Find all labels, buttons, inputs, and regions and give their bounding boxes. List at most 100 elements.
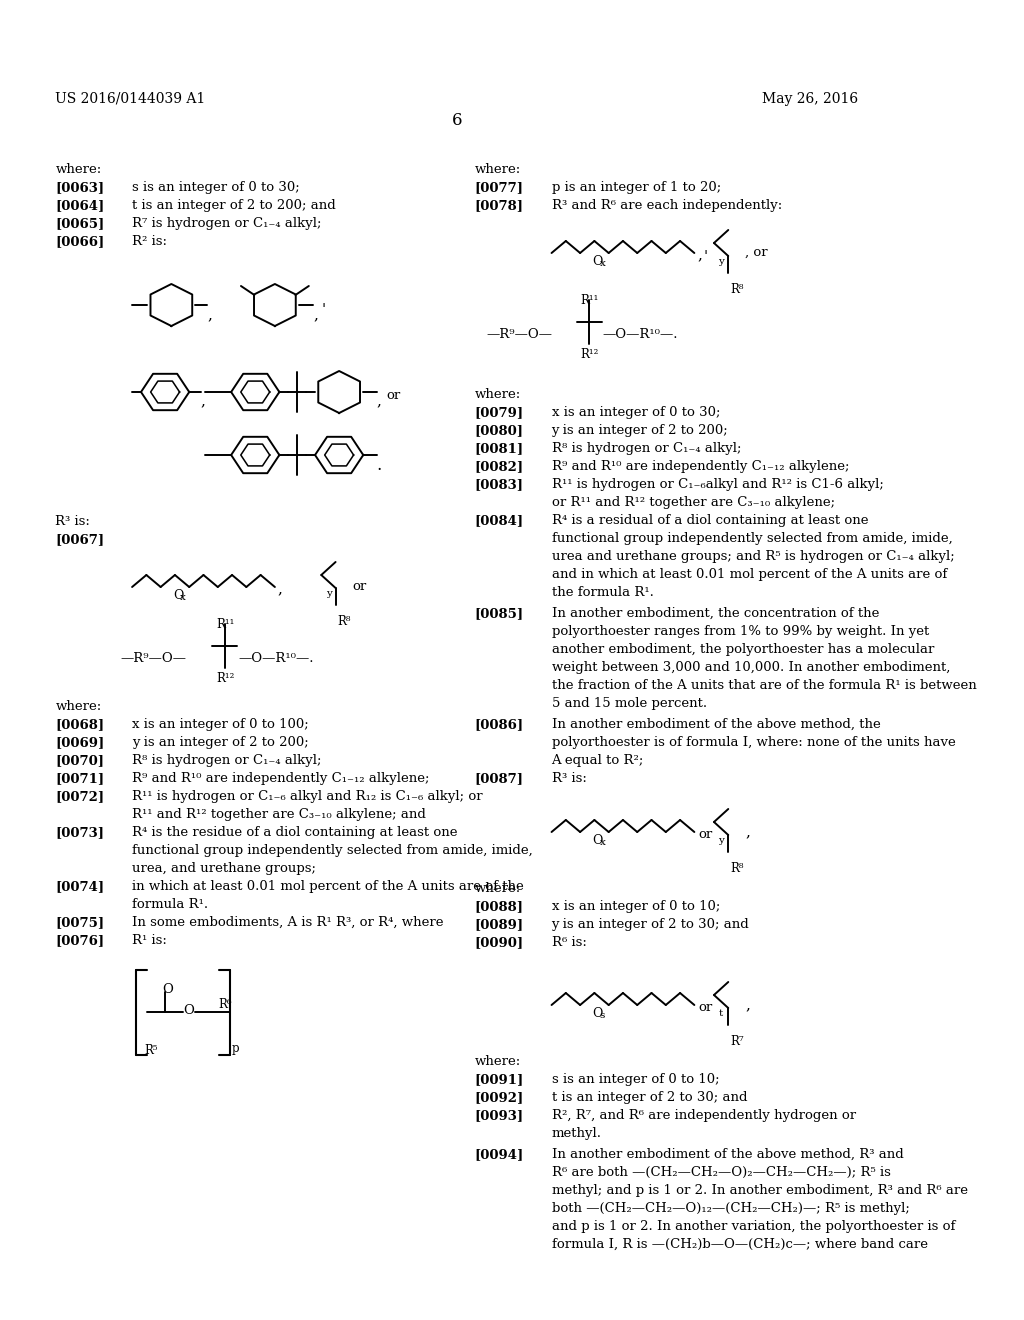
Text: [0075]: [0075] — [55, 916, 104, 929]
Text: y: y — [719, 836, 724, 845]
Text: ': ' — [703, 249, 708, 264]
Text: the fraction of the A units that are of the formula R¹ is between: the fraction of the A units that are of … — [552, 678, 976, 692]
Text: O: O — [593, 255, 603, 268]
Text: R⁴ is a residual of a diol containing at least one: R⁴ is a residual of a diol containing at… — [552, 513, 868, 527]
Text: [0069]: [0069] — [55, 737, 104, 748]
Text: —R⁹—O—: —R⁹—O— — [121, 652, 186, 665]
Text: 5 and 15 mole percent.: 5 and 15 mole percent. — [552, 697, 707, 710]
Text: polyorthoester ranges from 1% to 99% by weight. In yet: polyorthoester ranges from 1% to 99% by … — [552, 624, 929, 638]
Text: or: or — [352, 579, 367, 593]
Text: [0065]: [0065] — [55, 216, 104, 230]
Text: R⁶: R⁶ — [219, 998, 232, 1011]
Text: R², R⁷, and R⁶ are independently hydrogen or: R², R⁷, and R⁶ are independently hydroge… — [552, 1109, 856, 1122]
Text: R⁸: R⁸ — [730, 862, 743, 875]
Text: 6: 6 — [452, 112, 462, 129]
Text: y: y — [326, 589, 332, 598]
Text: [0073]: [0073] — [55, 826, 104, 840]
Text: R⁵: R⁵ — [144, 1044, 158, 1057]
Text: and in which at least 0.01 mol percent of the A units are of: and in which at least 0.01 mol percent o… — [552, 568, 947, 581]
Text: In another embodiment of the above method, the: In another embodiment of the above metho… — [552, 718, 881, 731]
Text: May 26, 2016: May 26, 2016 — [763, 92, 858, 106]
Text: ,: , — [313, 308, 318, 322]
Text: t: t — [719, 1008, 723, 1018]
Text: where:: where: — [475, 388, 521, 401]
Text: or: or — [698, 828, 712, 841]
Text: R⁸: R⁸ — [337, 615, 351, 628]
Text: y is an integer of 2 to 200;: y is an integer of 2 to 200; — [552, 424, 728, 437]
Text: R¹ is:: R¹ is: — [132, 935, 167, 946]
Text: methyl; and p is 1 or 2. In another embodiment, R³ and R⁶ are: methyl; and p is 1 or 2. In another embo… — [552, 1184, 968, 1197]
Text: ,: , — [377, 393, 382, 408]
Text: [0082]: [0082] — [475, 459, 524, 473]
Text: O: O — [173, 589, 183, 602]
Text: O: O — [163, 983, 173, 997]
Text: [0080]: [0080] — [475, 424, 524, 437]
Text: R³ is:: R³ is: — [552, 772, 587, 785]
Text: —O—R¹⁰—.: —O—R¹⁰—. — [602, 327, 678, 341]
Text: polyorthoester is of formula I, where: none of the units have: polyorthoester is of formula I, where: n… — [552, 737, 955, 748]
Text: R¹²: R¹² — [216, 672, 234, 685]
Text: R³ is:: R³ is: — [55, 515, 90, 528]
Text: where:: where: — [55, 700, 101, 713]
Text: and p is 1 or 2. In another variation, the polyorthoester is of: and p is 1 or 2. In another variation, t… — [552, 1220, 955, 1233]
Text: [0087]: [0087] — [475, 772, 524, 785]
Text: functional group independently selected from amide, imide,: functional group independently selected … — [552, 532, 952, 545]
Text: R¹¹ is hydrogen or C₁₋₆alkyl and R¹² is C1-6 alkyl;: R¹¹ is hydrogen or C₁₋₆alkyl and R¹² is … — [552, 478, 884, 491]
Text: [0068]: [0068] — [55, 718, 104, 731]
Text: ,: , — [697, 248, 701, 261]
Text: where:: where: — [475, 162, 521, 176]
Text: or R¹¹ and R¹² together are C₃₋₁₀ alkylene;: or R¹¹ and R¹² together are C₃₋₁₀ alkyle… — [552, 496, 835, 510]
Text: formula I, R is —(CH₂)b—O—(CH₂)c—; where band care: formula I, R is —(CH₂)b—O—(CH₂)c—; where… — [552, 1238, 928, 1251]
Text: x is an integer of 0 to 100;: x is an integer of 0 to 100; — [132, 718, 309, 731]
Text: [0076]: [0076] — [55, 935, 104, 946]
Text: [0074]: [0074] — [55, 880, 104, 894]
Text: urea, and urethane groups;: urea, and urethane groups; — [132, 862, 316, 875]
Text: US 2016/0144039 A1: US 2016/0144039 A1 — [55, 92, 206, 106]
Text: R⁶ is:: R⁶ is: — [552, 936, 587, 949]
Text: [0063]: [0063] — [55, 181, 104, 194]
Text: R³ and R⁶ are each independently:: R³ and R⁶ are each independently: — [552, 199, 781, 213]
Text: [0072]: [0072] — [55, 789, 104, 803]
Text: R² is:: R² is: — [132, 235, 167, 248]
Text: formula R¹.: formula R¹. — [132, 898, 208, 911]
Text: x is an integer of 0 to 30;: x is an integer of 0 to 30; — [552, 407, 720, 418]
Text: [0078]: [0078] — [475, 199, 524, 213]
Text: R⁸ is hydrogen or C₁₋₄ alkyl;: R⁸ is hydrogen or C₁₋₄ alkyl; — [552, 442, 741, 455]
Text: [0089]: [0089] — [475, 917, 524, 931]
Text: x: x — [600, 259, 605, 268]
Text: t is an integer of 2 to 30; and: t is an integer of 2 to 30; and — [552, 1092, 748, 1104]
Text: R¹¹ and R¹² together are C₃₋₁₀ alkylene; and: R¹¹ and R¹² together are C₃₋₁₀ alkylene;… — [132, 808, 426, 821]
Text: p is an integer of 1 to 20;: p is an integer of 1 to 20; — [552, 181, 721, 194]
Text: R⁹ and R¹⁰ are independently C₁₋₁₂ alkylene;: R⁹ and R¹⁰ are independently C₁₋₁₂ alkyl… — [132, 772, 430, 785]
Text: R⁶ are both —(CH₂—CH₂—O)₂—CH₂—CH₂—); R⁵ is: R⁶ are both —(CH₂—CH₂—O)₂—CH₂—CH₂—); R⁵ … — [552, 1166, 891, 1179]
Text: [0086]: [0086] — [475, 718, 524, 731]
Text: [0090]: [0090] — [475, 936, 524, 949]
Text: ,: , — [745, 998, 751, 1012]
Text: R⁷: R⁷ — [730, 1035, 743, 1048]
Text: p: p — [232, 1041, 240, 1055]
Text: .: . — [377, 457, 382, 474]
Text: x: x — [600, 838, 605, 847]
Text: x is an integer of 0 to 10;: x is an integer of 0 to 10; — [552, 900, 720, 913]
Text: ,: , — [278, 582, 283, 597]
Text: [0083]: [0083] — [475, 478, 524, 491]
Text: [0066]: [0066] — [55, 235, 104, 248]
Text: R¹¹: R¹¹ — [216, 618, 234, 631]
Text: y: y — [719, 257, 724, 267]
Text: R⁸: R⁸ — [730, 282, 743, 296]
Text: ': ' — [322, 304, 326, 317]
Text: R⁸ is hydrogen or C₁₋₄ alkyl;: R⁸ is hydrogen or C₁₋₄ alkyl; — [132, 754, 322, 767]
Text: or: or — [698, 1001, 712, 1014]
Text: [0093]: [0093] — [475, 1109, 524, 1122]
Text: In another embodiment of the above method, R³ and: In another embodiment of the above metho… — [552, 1148, 903, 1162]
Text: A equal to R²;: A equal to R²; — [552, 754, 644, 767]
Text: t is an integer of 2 to 200; and: t is an integer of 2 to 200; and — [132, 199, 336, 213]
Text: O: O — [183, 1005, 194, 1016]
Text: ,: , — [207, 308, 212, 322]
Text: In some embodiments, A is R¹ R³, or R⁴, where: In some embodiments, A is R¹ R³, or R⁴, … — [132, 916, 443, 929]
Text: x: x — [180, 593, 186, 602]
Text: the formula R¹.: the formula R¹. — [552, 586, 653, 599]
Text: [0071]: [0071] — [55, 772, 104, 785]
Text: In another embodiment, the concentration of the: In another embodiment, the concentration… — [552, 607, 879, 620]
Text: [0092]: [0092] — [475, 1092, 524, 1104]
